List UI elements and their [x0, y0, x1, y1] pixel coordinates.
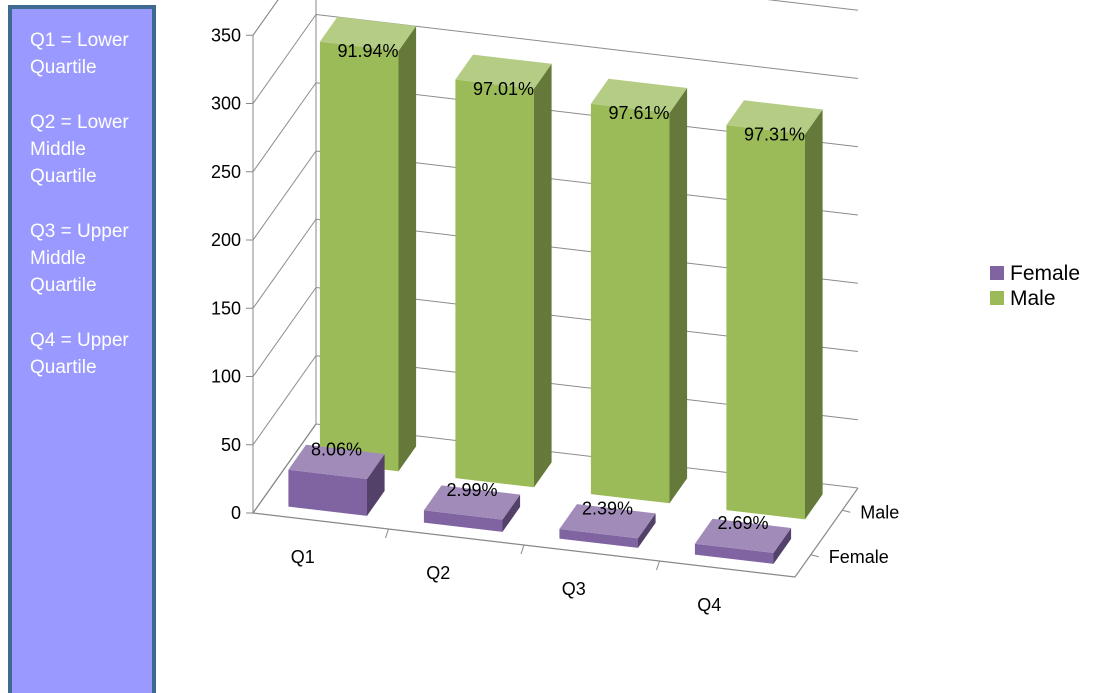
depth-tick-mark — [842, 509, 851, 513]
gridline-back — [766, 0, 859, 11]
x-tick-mark — [385, 528, 389, 539]
gridline-side — [252, 355, 317, 446]
x-tick-label: Q1 — [291, 547, 315, 567]
bar-top-face — [694, 518, 792, 553]
legend-swatch-female — [990, 266, 1004, 280]
bar-front-face — [319, 41, 399, 472]
y-tick-label: 150 — [211, 298, 241, 318]
depth-axis-line — [794, 487, 859, 578]
x-tick-label: Q4 — [697, 595, 721, 615]
x-tick-label: Q2 — [426, 563, 450, 583]
note-q3: Q3 = Upper Middle Quartile — [30, 221, 129, 296]
y-tick-label: 250 — [211, 162, 241, 182]
bar-female-q3 — [559, 504, 656, 548]
bar-male-q1 — [319, 16, 417, 472]
y-tick-label: 50 — [221, 435, 241, 455]
note-q4: Q4 = Upper Quartile — [30, 330, 129, 378]
y-tick-label: 350 — [211, 25, 241, 45]
data-label-female: 8.06% — [311, 439, 362, 459]
gridline-side — [252, 14, 317, 104]
quartile-legend-panel: Q1 = Lower Quartile Q2 = Lower Middle Qu… — [8, 5, 156, 693]
legend-label-female: Female — [1010, 262, 1080, 285]
bar-female-q1 — [288, 444, 385, 516]
chart-bars — [288, 16, 823, 564]
data-label-male: 97.31% — [744, 125, 805, 145]
x-tick-label: Q3 — [562, 579, 586, 599]
bar-side-face — [669, 88, 688, 504]
bar-front-face — [455, 79, 534, 488]
bar-front-face — [726, 125, 805, 520]
bar-top-face — [726, 100, 823, 135]
chart-labels: 91.94% 97.01% 97.61% 97.31% 8.06% 2.99% 2.39% 2… — [311, 41, 805, 533]
bar-side-face — [398, 26, 417, 472]
data-label-female: 2.69% — [717, 513, 768, 533]
note-q2: Q2 = Lower Middle Quartile — [30, 112, 129, 187]
bar-top-face — [423, 485, 521, 520]
data-label-female: 2.39% — [582, 499, 633, 519]
bar-front-face — [590, 103, 670, 504]
gridline-side — [252, 218, 317, 309]
data-label-male: 97.61% — [608, 103, 669, 123]
bar-top-face — [455, 54, 552, 89]
bar-front-face — [559, 529, 638, 548]
floor-left-edge — [252, 423, 317, 514]
bar-top-face — [559, 504, 656, 539]
bar-front-face — [288, 469, 367, 516]
left-wall — [252, 0, 317, 515]
y-tick-label: 300 — [211, 94, 241, 114]
data-label-female: 2.99% — [446, 480, 497, 500]
gridline-side — [252, 287, 317, 377]
x-tick-mark — [656, 560, 660, 571]
bar-side-face — [805, 109, 823, 520]
x-tick-mark — [520, 544, 525, 555]
data-label-male: 91.94% — [337, 41, 398, 61]
y-tick-label: 0 — [231, 503, 241, 523]
chart-axes: 0 50 100 150 200 250 300 350 Q1 Q2 Q3 Q4 Female Male — [211, 25, 899, 615]
bar-top-face — [288, 444, 385, 479]
data-label-male: 97.01% — [473, 79, 534, 99]
gridline-side — [252, 0, 279, 36]
bar-side-face — [773, 528, 792, 564]
legend-label-male: Male — [1010, 287, 1056, 310]
bar-front-face — [423, 510, 503, 532]
bar-top-face — [319, 16, 417, 51]
y-tick-label: 100 — [211, 367, 241, 387]
bar-side-face — [534, 63, 552, 488]
depth-tick-label: Female — [829, 547, 889, 567]
bar-male-q3 — [590, 78, 688, 504]
bar-front-face — [694, 543, 774, 564]
depth-tick-mark — [810, 554, 819, 558]
depth-tick-label: Male — [860, 502, 899, 522]
bar-male-q4 — [726, 100, 823, 520]
gridline-side — [252, 82, 317, 173]
legend-swatch-male — [990, 291, 1004, 305]
bar-female-q4 — [694, 518, 792, 564]
gridline-side — [252, 150, 317, 241]
bar-male-q2 — [455, 54, 552, 488]
note-q1: Q1 = Lower Quartile — [30, 30, 129, 78]
bar-side-face — [638, 513, 656, 548]
y-tick-label: 200 — [211, 230, 241, 250]
bar-side-face — [367, 454, 385, 516]
bar-female-q2 — [423, 485, 521, 532]
bar-top-face — [590, 78, 688, 113]
bar-side-face — [502, 494, 521, 532]
